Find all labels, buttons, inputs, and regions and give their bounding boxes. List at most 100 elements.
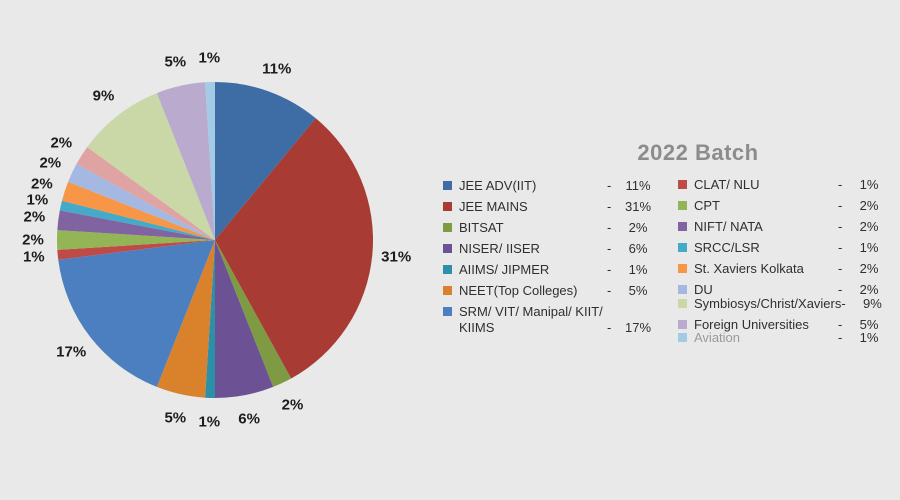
legend-percent-value: 2% (859, 198, 879, 213)
legend-label: Aviation (694, 330, 741, 345)
pie-slice (215, 240, 274, 398)
legend-percent-value: 2% (628, 220, 648, 235)
legend-percent-value: 2% (859, 261, 879, 276)
legend-color-swatch (443, 202, 452, 211)
legend-label: SRCC/LSR (694, 240, 760, 255)
pie-percent-label: 6% (238, 410, 260, 428)
pie-percent-label: 2% (23, 208, 46, 226)
legend-item: Symbiosys/Christ/Xaviers - 9% (678, 296, 886, 312)
pie-percent-label: 11% (262, 60, 292, 78)
legend-column-2: CLAT/ NLU - 1% CPT - 2% NIFT/ NATA - 2% … (678, 177, 886, 351)
pie-slice (68, 163, 215, 240)
pie-slice (205, 82, 215, 240)
legend-label: St. Xaviers Kolkata (694, 261, 804, 276)
legend-label: DU (694, 282, 713, 297)
legend-item: NISER/ IISER - 6% (443, 241, 655, 257)
pie-slice (215, 240, 292, 387)
legend-label: Symbiosys/Christ/Xaviers (694, 296, 842, 311)
legend-color-swatch (678, 299, 687, 308)
legend-separator: - (838, 261, 843, 276)
legend-item: Aviation - 1% (678, 330, 886, 346)
pie-percent-label: 1% (198, 49, 221, 67)
legend-item: DU - 2% (678, 282, 886, 298)
legend-label: BITSAT (459, 220, 504, 235)
legend-label: AIIMS/ JIPMER (459, 262, 550, 277)
legend-separator: - (607, 320, 612, 335)
pie-percent-label: 2% (22, 231, 44, 249)
legend-separator: - (838, 317, 843, 332)
legend-separator: - (838, 177, 843, 192)
legend-label: NIFT/ NATA (694, 219, 763, 234)
legend-color-swatch (443, 286, 452, 295)
legend-percent-value: 9% (862, 296, 882, 311)
legend-item: BITSAT - 2% (443, 220, 655, 236)
legend-item: JEE MAINS - 31% (443, 199, 655, 215)
pie-slice (76, 147, 215, 240)
legend-color-swatch (443, 181, 452, 190)
pie-slice (58, 240, 215, 387)
pie-percent-label: 2% (39, 154, 62, 171)
legend-color-swatch (678, 222, 687, 231)
legend-color-swatch (678, 180, 687, 189)
legend-item: NIFT/ NATA - 2% (678, 219, 886, 235)
pie-slice (156, 82, 215, 240)
pie-slice (61, 181, 216, 240)
legend-separator: - (607, 241, 612, 256)
legend-column-1: JEE ADV(IIT) - 11% JEE MAINS - 31% BITSA… (443, 178, 655, 341)
legend-separator: - (607, 220, 612, 235)
legend-percent-value: 1% (859, 330, 879, 345)
pie-percent-label: 9% (92, 87, 115, 105)
legend-percent-value: 6% (628, 241, 648, 256)
pie-percent-label: 1% (26, 191, 49, 209)
legend-percent-value: 11% (625, 178, 651, 193)
legend-separator: - (607, 283, 612, 298)
pie-percent-label: 31% (381, 248, 412, 266)
legend-item: AIIMS/ JIPMER - 1% (443, 262, 655, 278)
legend-color-swatch (443, 244, 452, 253)
pie-percent-label: 2% (281, 396, 304, 414)
legend-separator: - (838, 198, 843, 213)
chart-title: 2022 Batch (637, 140, 759, 165)
legend-separator: - (607, 199, 612, 214)
legend-label: JEE MAINS (459, 199, 528, 214)
legend-item: Foreign Universities - 5% (678, 317, 886, 333)
legend-label: NEET(Top Colleges) (459, 283, 578, 298)
pie-slice (57, 240, 216, 260)
legend-separator: - (607, 262, 612, 277)
pie-percent-label: 5% (164, 409, 187, 427)
pie-percent-label: 1% (22, 248, 45, 266)
legend-color-swatch (678, 320, 687, 329)
legend-percent-value: 2% (859, 282, 879, 297)
legend-percent-value: 1% (628, 262, 648, 277)
pie-slice (156, 240, 215, 398)
pie-percent-label: 17% (56, 343, 87, 360)
legend-separator: - (838, 282, 843, 297)
legend-label: NISER/ IISER (459, 241, 540, 256)
legend-item: CPT - 2% (678, 198, 886, 214)
legend-color-swatch (678, 201, 687, 210)
legend-item: NEET(Top Colleges) - 5% (443, 283, 655, 299)
pie-slice (56, 230, 216, 250)
pie-slice (215, 118, 374, 379)
legend-color-swatch (678, 264, 687, 273)
pie-slice (87, 93, 215, 240)
legend-color-swatch (443, 307, 452, 316)
legend-label: CPT (694, 198, 720, 213)
legend-color-swatch (443, 265, 452, 274)
pie-percent-label: 1% (198, 413, 221, 431)
legend-item: St. Xaviers Kolkata - 2% (678, 261, 886, 277)
legend-color-swatch (678, 243, 687, 252)
legend-label: Foreign Universities (694, 317, 809, 332)
legend-separator: - (607, 178, 612, 193)
legend-label: CLAT/ NLU (694, 177, 760, 192)
legend-percent-value: 17% (624, 320, 652, 335)
pie-slice (205, 240, 215, 398)
pie-percent-label: 2% (50, 134, 73, 151)
legend-percent-value: 2% (859, 219, 879, 234)
legend-percent-value: 5% (859, 317, 879, 332)
legend-label: SRM/ VIT/ Manipal/ KIIT/ KIIMS (459, 304, 603, 335)
legend-percent-value: 1% (859, 240, 879, 255)
legend-separator: - (838, 219, 843, 234)
